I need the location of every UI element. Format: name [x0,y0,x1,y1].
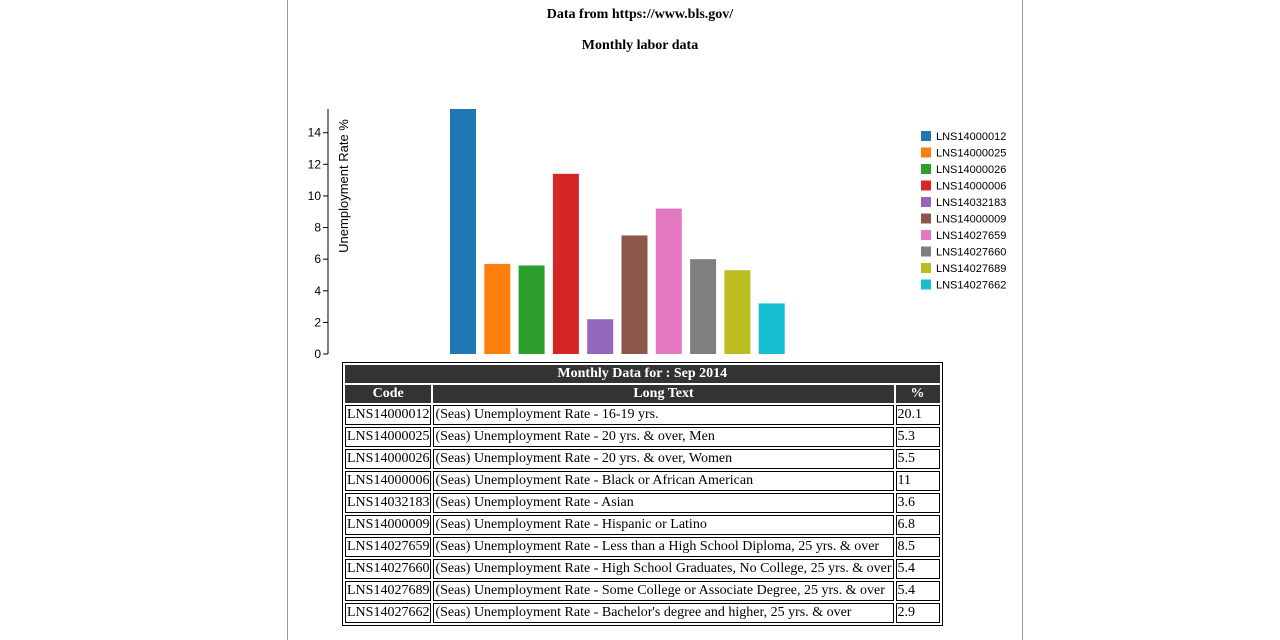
legend-swatch [921,180,931,191]
legend-label: LNS14000009 [936,214,1006,226]
bar-chart: 0 2 4 6 8 10 12 14 Unemployment Rate % LNS1400001… [308,109,1006,360]
cell-long-text: (Seas) Unemployment Rate - Hispanic or L… [433,515,894,535]
legend-swatch [921,197,931,207]
bar [690,259,717,354]
legend-label: LNS14000012 [936,131,1006,143]
source-heading: Data from https://www.bls.gov/ [546,7,734,22]
cell-code: LNS14027659 [345,537,432,557]
cell-code: LNS14000006 [345,471,432,491]
legend-swatch [921,213,931,224]
y-tick-label: 14 [308,126,322,140]
table-row: LNS14032183 (Seas) Unemployment Rate - As… [345,493,940,513]
bar [518,265,545,354]
legend-swatch [921,279,931,290]
cell-long-text: (Seas) Unemployment Rate - 20 yrs. & ove… [433,427,894,447]
bar [450,109,476,354]
cell-percent: 5.3 [895,427,940,447]
bar [758,303,785,354]
table-row: LNS14000026 (Seas) Unemployment Rate - 20… [345,449,940,469]
bar [587,319,614,354]
cell-code: LNS14000025 [345,427,432,447]
legend-label: LNS14027662 [936,280,1006,292]
table-row: LNS14000012 (Seas) Unemployment Rate - 16… [345,405,940,425]
cell-percent: 5.4 [895,559,940,579]
legend-swatch [921,131,931,141]
legend-swatch [921,147,931,158]
cell-percent: 3.6 [895,493,940,513]
legend-swatch [921,246,931,257]
table-row: LNS14000025 (Seas) Unemployment Rate - 20… [345,427,940,447]
cell-long-text: (Seas) Unemployment Rate - Asian [433,493,894,513]
legend-label: LNS14000026 [936,164,1006,176]
table-caption: Monthly Data for : Sep 2014 [345,365,940,383]
bar [724,270,751,354]
legend-label: LNS14000025 [936,148,1006,160]
table-body: LNS14000012 (Seas) Unemployment Rate - 16… [345,405,940,623]
cell-long-text: (Seas) Unemployment Rate - Black or Afri… [433,471,894,491]
cell-code: LNS14000009 [345,515,432,535]
cell-long-text: (Seas) Unemployment Rate - Bachelor's de… [433,603,894,623]
page-title: Monthly labor data [581,38,699,53]
y-tick-label: 12 [308,157,322,171]
cell-code: LNS14000026 [345,449,432,469]
page-frame [287,0,1023,640]
y-tick-label: 0 [314,347,321,360]
legend-label: LNS14027689 [936,263,1006,275]
cell-code: LNS14000012 [345,405,432,425]
cell-percent: 2.9 [895,603,940,623]
cell-long-text: (Seas) Unemployment Rate - High School G… [433,559,894,579]
y-tick-label: 10 [308,189,322,203]
y-tick-label: 8 [314,221,321,235]
table-row: LNS14027659 (Seas) Unemployment Rate - Le… [345,537,940,557]
table-row: LNS14027660 (Seas) Unemployment Rate - Hi… [345,559,940,579]
table-row: LNS14027689 (Seas) Unemployment Rate - So… [345,581,940,601]
bar [621,235,648,354]
data-table: Monthly Data for : Sep 2014 Code Long Te… [342,362,943,626]
y-tick-label: 4 [314,284,321,298]
cell-code: LNS14027662 [345,603,432,623]
cell-code: LNS14027660 [345,559,432,579]
cell-long-text: (Seas) Unemployment Rate - 16-19 yrs. [433,405,894,425]
cell-long-text: (Seas) Unemployment Rate - Some College … [433,581,894,601]
bar [552,173,579,354]
y-tick-label: 2 [314,315,321,329]
cell-percent: 6.8 [895,515,940,535]
legend-label: LNS14027660 [936,247,1006,259]
y-tick-label: 6 [314,252,321,266]
cell-percent: 11 [895,471,940,491]
cell-long-text: (Seas) Unemployment Rate - 20 yrs. & ove… [433,449,894,469]
bar [655,208,682,354]
y-axis-label: Unemployment Rate % [336,119,351,253]
data-table-container: Monthly Data for : Sep 2014 Code Long Te… [342,362,943,626]
cell-code: LNS14027689 [345,581,432,601]
legend-label: LNS14027659 [936,230,1006,242]
cell-percent: 8.5 [895,537,940,557]
table-row: LNS14027662 (Seas) Unemployment Rate - Ba… [345,603,940,623]
cell-percent: 5.5 [895,449,940,469]
column-header-long-text: Long Text [433,385,894,403]
cell-long-text: (Seas) Unemployment Rate - Less than a H… [433,537,894,557]
legend-swatch [921,263,931,273]
table-row: LNS14000009 (Seas) Unemployment Rate - Hi… [345,515,940,535]
legend-swatch [921,230,931,240]
legend-label: LNS14032183 [936,197,1006,209]
legend-swatch [921,164,931,174]
column-header-code: Code [345,385,432,403]
table-row: LNS14000006 (Seas) Unemployment Rate - Bl… [345,471,940,491]
cell-code: LNS14032183 [345,493,432,513]
cell-percent: 5.4 [895,581,940,601]
cell-percent: 20.1 [895,405,940,425]
column-header-percent: % [895,385,940,403]
bar [484,263,511,354]
legend-label: LNS14000006 [936,181,1006,193]
